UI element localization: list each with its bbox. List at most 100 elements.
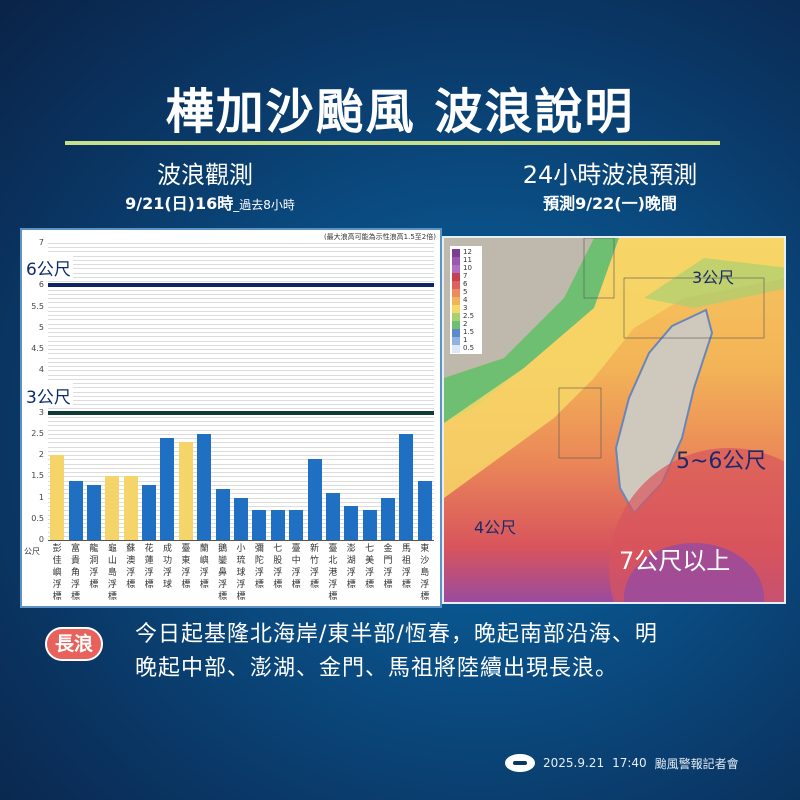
gridline (48, 289, 434, 291)
x-tick-label: 花蓮浮標 (144, 544, 154, 590)
page-title: 樺加沙颱風 波浪說明 (165, 84, 635, 140)
bulletin-line-2: 晚起中部、澎湖、金門、馬祖將陸續出現長浪。 (135, 656, 619, 681)
y-tick-label: 3 (38, 407, 44, 417)
gridline (48, 306, 434, 308)
wave-observation-chart: (最大浪高可能為示性浪高1.5至2倍) 0 0.5 1 1.5 2 2.5 3 4 4.5 5 5.… (20, 228, 442, 608)
x-tick-label: 成功浮球 (162, 544, 172, 590)
long-wave-bulletin: 今日起基隆北海岸/東半部/恆春，晚起南部沿海、明 晚起中部、澎湖、金門、馬祖將陸… (135, 618, 785, 686)
gridline (48, 399, 434, 401)
gridline (48, 429, 434, 431)
bar-富貴角浮標 (68, 480, 83, 540)
y-tick-label: 5 (38, 322, 44, 332)
legend-swatch (452, 273, 460, 281)
gridline (48, 404, 434, 406)
y-tick-label: 1.5 (31, 471, 44, 481)
gridline (48, 255, 434, 257)
y-axis-unit: 公尺 (24, 547, 40, 556)
x-tick-label: 臺中浮標 (291, 544, 301, 590)
gridline (48, 438, 434, 440)
gridline (48, 387, 434, 389)
legend-swatch (452, 289, 460, 297)
legend-swatch (452, 337, 460, 345)
gridline (48, 366, 434, 368)
reference-label-6m: 6公尺 (26, 255, 73, 281)
gridline (48, 391, 434, 393)
bar-臺東浮標 (178, 442, 193, 540)
chart-note: (最大浪高可能為示性浪高1.5至2倍) (323, 233, 436, 241)
map-label-southwest: 4公尺 (474, 518, 517, 537)
bar-蘇澳浮標 (123, 476, 138, 540)
x-tick-label: 蘭嶼浮標 (199, 544, 209, 590)
gridline (48, 323, 434, 325)
bar-東沙島浮標 (417, 480, 432, 540)
gridline (48, 336, 434, 338)
y-tick-label: 0.5 (31, 513, 44, 523)
x-tick-label: 臺北港浮標 (328, 544, 338, 602)
gridline (48, 357, 434, 359)
legend-swatch (452, 305, 460, 313)
gridline (48, 310, 434, 312)
legend-swatch (452, 249, 460, 257)
x-tick-label: 蘇澳浮標 (126, 544, 136, 590)
bar-蘭嶼浮標 (197, 433, 212, 540)
x-tick-label: 澎湖浮標 (346, 544, 356, 590)
gridline (48, 327, 434, 329)
gridline (48, 247, 434, 249)
y-tick-label: 6 (38, 280, 44, 290)
legend-swatch (452, 329, 460, 337)
bar-七股浮標 (270, 510, 285, 540)
bar-新竹浮標 (307, 459, 322, 540)
legend-label: 2.5 (463, 312, 475, 320)
map-label-south: 7公尺以上 (619, 547, 731, 575)
x-tick-label: 龜山島浮標 (107, 544, 117, 602)
legend-label: 0.5 (463, 344, 475, 352)
gridline (48, 467, 434, 469)
x-tick-label: 彌陀浮標 (254, 544, 264, 590)
x-tick-label: 鵝鑾鼻浮標 (218, 544, 228, 602)
chart-plot-area: 0 0.5 1 1.5 2 2.5 3 4 4.5 5 5.5 6 7 6公尺 3公尺 (26, 238, 434, 544)
gridline (48, 493, 434, 495)
legend-label: 1.5 (463, 328, 475, 336)
gridline (48, 243, 434, 244)
observation-time: 9/21(日)16時_過去8小時 (80, 190, 340, 214)
bar-彌陀浮標 (252, 510, 267, 540)
legend-label: 1 (463, 336, 468, 344)
gridline (48, 315, 434, 317)
bar-花蓮浮標 (142, 484, 157, 540)
gridline (48, 425, 434, 427)
gridline (48, 344, 434, 346)
legend-swatch (452, 281, 460, 289)
gridline (48, 459, 434, 461)
legend-swatch (452, 313, 460, 321)
gridline (48, 446, 434, 448)
bar-鵝鑾鼻浮標 (215, 489, 230, 540)
x-tick-label: 小琉球浮標 (236, 544, 246, 602)
x-tick-label: 金門浮標 (383, 544, 393, 590)
reference-line-3m (48, 410, 434, 415)
bar-成功浮球 (160, 438, 175, 540)
wave-height-legend: 12 11 10 7 6 5 4 3 2.5 2 1.5 1 0.5 (450, 246, 482, 354)
long-wave-badge: 長浪 (45, 627, 103, 661)
gridline (48, 276, 434, 278)
gridline (48, 476, 434, 478)
gridline (48, 416, 434, 418)
gridline (48, 251, 434, 253)
x-axis-labels: 彭佳嶼浮標 富貴角浮標 龍洞浮標 龜山島浮標 蘇澳浮標 花蓮浮標 成功浮球 臺東浮標 蘭嶼浮標鵝… (48, 543, 434, 607)
legend-label: 4 (463, 296, 468, 304)
x-tick-label: 新竹浮標 (310, 544, 320, 590)
y-tick-label: 4.5 (31, 344, 44, 354)
x-tick-label: 馬祖浮標 (401, 544, 411, 590)
gridline (48, 361, 434, 363)
footer-date: 2025.9.21 (543, 756, 605, 770)
gridline (48, 489, 434, 491)
legend-label: 3 (463, 304, 468, 312)
map-graphic (444, 238, 784, 602)
gridline (48, 370, 434, 372)
gridline (48, 264, 434, 266)
gridline (48, 302, 434, 304)
y-tick-label: 1 (38, 492, 44, 502)
gridline (48, 484, 434, 486)
forecast-heading: 24小時波浪預測 (522, 161, 698, 189)
wave-forecast-map: 12 11 10 7 6 5 4 3 2.5 2 1.5 1 0.5 3公尺 5~6公尺 4公尺 7公尺… (442, 236, 786, 604)
bar-澎湖浮標 (344, 506, 359, 540)
